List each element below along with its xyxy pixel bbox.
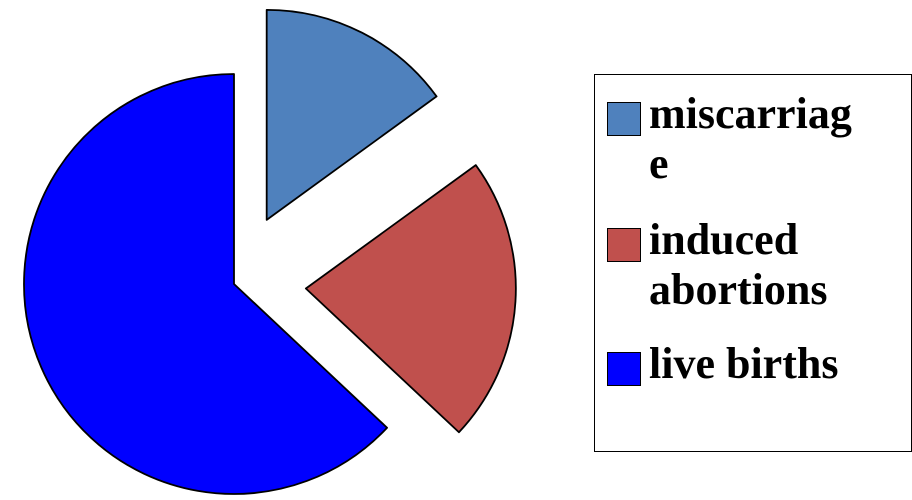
- legend-item-live-births: live births: [607, 339, 899, 389]
- legend-item-miscarriage: miscarriag e: [607, 89, 899, 189]
- legend-label-live-births: live births: [649, 339, 839, 388]
- legend-swatch-miscarriage: [607, 102, 641, 136]
- legend-swatch-induced-abortions: [607, 228, 641, 262]
- legend-item-induced-abortions: induced abortions: [607, 215, 899, 315]
- legend-label-miscarriage: miscarriag e: [649, 89, 852, 188]
- legend-label-induced-abortions: induced abortions: [649, 215, 828, 314]
- pie-slice-miscarriage: [265, 8, 438, 221]
- pie-slice-induced-abortions: [304, 164, 517, 434]
- legend-swatch-live-births: [607, 352, 641, 386]
- pie-slice-live-births: [23, 73, 388, 495]
- legend: miscarriag e induced abortions live birt…: [594, 74, 912, 452]
